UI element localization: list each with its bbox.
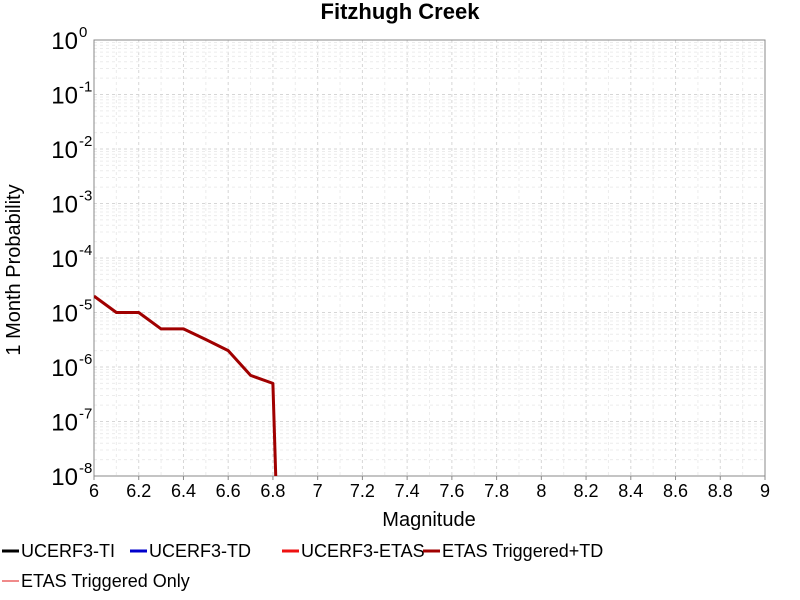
x-tick-label: 7.4 [395,481,420,501]
x-tick-label: 6.6 [216,481,241,501]
x-tick-label: 6 [89,481,99,501]
y-tick-label: 10 [51,355,78,382]
legend: UCERF3-TI UCERF3-TD UCERF3-ETAS ETAS Trigge… [2,541,603,591]
legend-entry: ETAS Triggered Only [21,571,190,591]
y-tick-label: 10 [51,246,78,273]
x-tick-label: 7.8 [484,481,509,501]
series-lines [94,294,278,476]
y-tick-label: 10 [51,28,78,55]
y-tick-label: 10 [51,464,78,491]
x-tick-label: 8.8 [708,481,733,501]
series-line [94,294,278,476]
y-tick-label: 10 [51,301,78,328]
x-tick-label: 8.4 [618,481,643,501]
legend-entry: ETAS Triggered+TD [442,541,603,561]
x-tick-label: 6.2 [126,481,151,501]
x-tick-label: 8.2 [574,481,599,501]
x-tick-label: 9 [760,481,770,501]
y-tick-label: 10 [51,83,78,110]
legend-entry: UCERF3-ETAS [301,541,425,561]
y-tick-exponent: -5 [79,297,92,314]
x-tick-label: 7.6 [439,481,464,501]
plot-area-border [93,39,766,477]
x-tick-label: 8.6 [663,481,688,501]
y-tick-label: 10 [51,137,78,164]
legend-entry: UCERF3-TD [149,541,251,561]
y-tick-label: 10 [51,192,78,219]
y-tick-exponent: -1 [79,79,92,96]
grid [93,40,766,477]
x-tick-label: 7.2 [350,481,375,501]
x-axis-ticks: 6 6.2 6.4 6.6 6.8 7 7.2 7.4 7.6 7.8 8 8.2 8.4 8.6 8.8 9 [89,476,770,501]
x-tick-label: 6.8 [260,481,285,501]
y-tick-exponent: 0 [79,24,87,41]
x-axis-label: Magnitude [382,509,475,531]
y-tick-exponent: -8 [79,460,92,477]
y-axis-label: 1 Month Probability [3,184,25,355]
x-tick-label: 7 [313,481,323,501]
y-tick-exponent: -6 [79,351,92,368]
y-tick-label: 10 [51,410,78,437]
y-tick-exponent: -2 [79,133,92,150]
y-tick-exponent: -7 [79,406,92,423]
chart-title: Fitzhugh Creek [321,0,481,24]
legend-entry: UCERF3-TI [21,541,115,561]
x-tick-label: 8 [536,481,546,501]
y-tick-exponent: -3 [79,188,92,205]
x-tick-label: 6.4 [171,481,196,501]
y-tick-exponent: -4 [79,242,92,259]
